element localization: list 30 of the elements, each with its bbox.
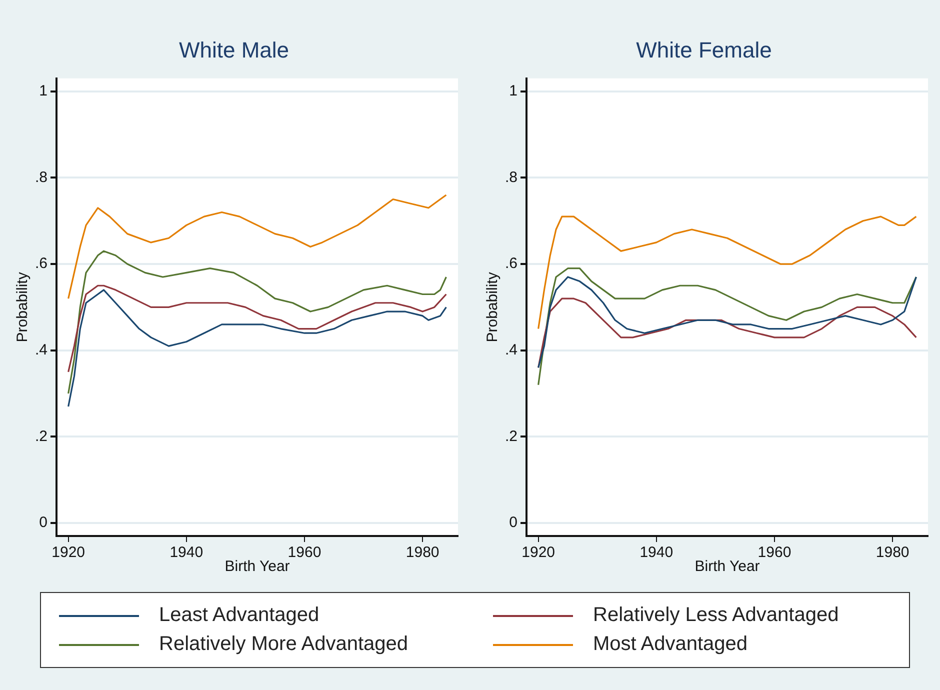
- x-tick-label: 1980: [876, 544, 910, 562]
- x-tick-label: 1960: [758, 544, 792, 562]
- y-tick-label: .8: [504, 168, 518, 186]
- y-axis-title: Probability: [484, 272, 502, 342]
- chart-title: White Female: [636, 37, 772, 62]
- y-tick-label: 1: [509, 82, 518, 100]
- x-tick-label: 1940: [170, 544, 204, 562]
- y-tick-label: .6: [504, 255, 518, 272]
- x-tick-label: 1980: [406, 544, 440, 562]
- y-tick-label: 0: [39, 514, 48, 532]
- legend-label: Relatively Less Advantaged: [593, 604, 839, 627]
- y-tick-label: .4: [504, 342, 518, 359]
- y-tick-label: 0: [509, 514, 518, 532]
- chart-title: White Male: [178, 37, 290, 62]
- y-tick-label: 1: [39, 82, 48, 100]
- x-axis-title: Birth Year: [224, 558, 290, 576]
- y-tick-label: .2: [504, 428, 518, 445]
- x-tick-label: 1960: [288, 544, 322, 562]
- y-axis-title: Probability: [14, 272, 32, 342]
- y-tick-label: .6: [34, 255, 48, 272]
- x-tick-label: 1940: [640, 544, 674, 562]
- x-axis-title: Birth Year: [694, 558, 760, 576]
- x-tick-label: 1920: [522, 544, 556, 562]
- legend-label: Least Advantaged: [159, 604, 320, 627]
- y-tick-label: .2: [34, 428, 48, 445]
- legend-label: Relatively More Advantaged: [159, 633, 408, 656]
- x-tick-label: 1920: [52, 544, 86, 562]
- legend-label: Most Advantaged: [593, 633, 748, 656]
- y-tick-label: .8: [34, 168, 48, 186]
- y-tick-label: .4: [34, 342, 48, 359]
